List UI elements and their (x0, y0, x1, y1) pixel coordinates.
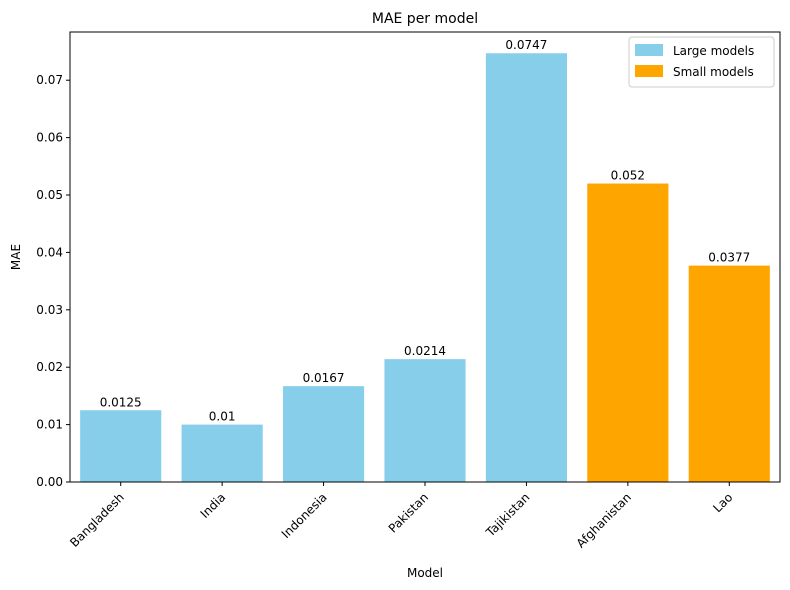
data-labels-group: 0.0125 0.01 0.0167 0.0214 0.0747 0.052 0.0377 (100, 38, 751, 423)
plot-frame (69, 31, 781, 483)
x-tick-label-indonesia: Indonesia (279, 490, 330, 541)
chart-title: MAE per model (372, 11, 478, 27)
bar-pakistan (384, 359, 466, 482)
y-tick-label: 0.00 (36, 475, 63, 489)
data-label-tajikistan: 0.0747 (505, 38, 547, 52)
y-tick-label: 0.03 (36, 303, 63, 317)
data-label-india: 0.01 (209, 410, 236, 424)
bar-afghanistan (587, 183, 669, 482)
data-label-pakistan: 0.0214 (404, 344, 446, 358)
y-tick-label: 0.06 (36, 131, 63, 145)
x-axis: Bangladesh India Indonesia Pakistan Tajikist… (67, 482, 735, 551)
bar-indonesia (283, 386, 365, 482)
y-axis: 0.00 0.01 0.02 0.03 0.04 0.05 0.06 0.07 (36, 73, 70, 489)
bar-lao (688, 265, 770, 482)
data-label-afghanistan: 0.052 (611, 169, 645, 183)
x-tick-label-lao: Lao (710, 490, 735, 515)
y-axis-label: MAE (9, 244, 23, 270)
legend-label-small: Small models (673, 65, 754, 79)
legend: Large models Small models (628, 36, 775, 88)
y-tick-label: 0.02 (36, 360, 63, 374)
x-axis-label: Model (407, 566, 443, 580)
x-tick-label-india: India (198, 490, 229, 521)
x-tick-label-bangladesh: Bangladesh (67, 490, 127, 550)
x-tick-label-afghanistan: Afghanistan (574, 490, 634, 550)
y-tick-label: 0.01 (36, 418, 63, 432)
y-tick-label: 0.04 (36, 245, 63, 259)
legend-swatch-small (635, 65, 663, 77)
legend-swatch-large (635, 44, 663, 56)
bars-group (80, 53, 770, 482)
bar-bangladesh (80, 410, 162, 482)
y-tick-label: 0.07 (36, 73, 63, 87)
data-label-indonesia: 0.0167 (303, 371, 345, 385)
x-tick-label-pakistan: Pakistan (386, 490, 431, 535)
legend-label-large: Large models (673, 44, 754, 58)
data-label-lao: 0.0377 (708, 251, 750, 265)
legend-box (628, 36, 775, 88)
data-label-bangladesh: 0.0125 (100, 395, 142, 409)
bar-tajikistan (485, 53, 567, 482)
x-tick-label-tajikistan: Tajikistan (483, 490, 533, 540)
bar-india (181, 424, 263, 482)
y-tick-label: 0.05 (36, 188, 63, 202)
